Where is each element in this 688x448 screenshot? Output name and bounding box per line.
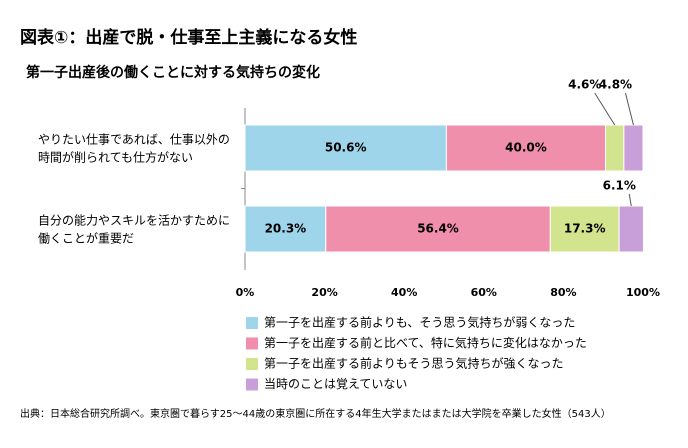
category-label: 働くことが重要だ — [38, 231, 134, 246]
category-label: 時間が削られても仕方がない — [38, 150, 193, 165]
bar-segment — [623, 124, 644, 172]
x-tick-label: 100% — [626, 286, 660, 299]
legend-label: 第一子を出産する前よりも、そう思う気持ちが弱くなった — [264, 315, 575, 330]
x-tick-label: 40% — [391, 286, 417, 299]
data-label: 4.8% — [599, 78, 632, 92]
data-label: 56.4% — [417, 222, 459, 236]
data-label: 40.0% — [505, 141, 547, 155]
data-label: 20.3% — [265, 222, 307, 236]
bar-segment — [244, 205, 327, 253]
leader-line — [594, 92, 616, 126]
x-tick-label: 20% — [311, 286, 337, 299]
data-label: 4.6% — [568, 78, 601, 92]
bar-segment — [325, 205, 551, 253]
data-label: 6.1% — [603, 179, 636, 193]
leader-line — [628, 193, 632, 207]
legend-swatch — [246, 378, 258, 391]
source-note: 出典：日本総合研究所調べ。東京圏で暮らす25～44歳の東京圏に所在する4年生大学… — [20, 407, 611, 420]
chart-title: 図表①：出産で脱・仕事至上主義になる女性 — [20, 27, 357, 48]
x-tick-label: 0% — [236, 286, 255, 299]
x-tick-label: 80% — [550, 286, 576, 299]
leader-line — [624, 92, 634, 126]
bar-segment — [445, 124, 607, 172]
legend-swatch — [246, 317, 258, 329]
data-label: 50.6% — [325, 141, 367, 155]
bar-segment — [605, 124, 625, 172]
legend-swatch — [246, 358, 258, 370]
chart-subtitle: 第一子出産後の働くことに対する気持ちの変化 — [26, 64, 320, 81]
bar-segment — [618, 205, 644, 253]
bar-segment — [244, 124, 447, 172]
legend-swatch — [246, 337, 258, 350]
data-label: 17.3% — [564, 222, 606, 236]
legend-label: 当時のことは覚えていない — [264, 377, 407, 391]
category-label: やりたい仕事であれば、仕事以外の — [38, 133, 230, 147]
category-label: 自分の能力やスキルを活かすために — [38, 214, 230, 228]
legend-label: 第一子を出産する前と比べて、特に気持ちに変化はなかった — [264, 335, 587, 350]
legend-label: 第一子を出産する前よりもそう思う気持ちが強くなった — [264, 356, 564, 371]
x-tick-label: 60% — [471, 286, 497, 299]
